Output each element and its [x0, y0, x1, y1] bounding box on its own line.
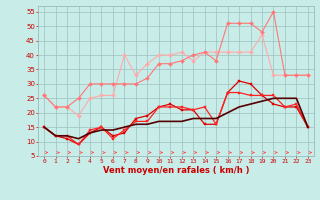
X-axis label: Vent moyen/en rafales ( km/h ): Vent moyen/en rafales ( km/h ): [103, 166, 249, 175]
